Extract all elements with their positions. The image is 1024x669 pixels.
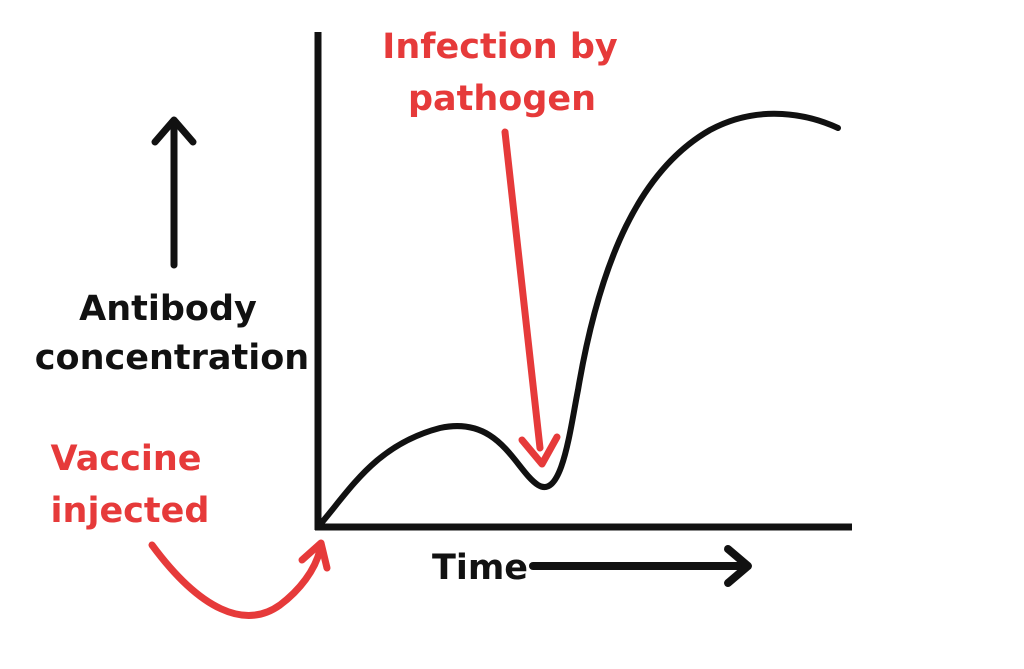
up-arrow-icon bbox=[151, 116, 197, 269]
vaccine-label-line1: Vaccine bbox=[51, 439, 202, 479]
antibody-curve bbox=[315, 110, 841, 530]
x-axis-label: Time bbox=[432, 548, 528, 588]
y-axis-label-line2: concentration bbox=[35, 338, 309, 378]
infection-label-line2: pathogen bbox=[408, 79, 596, 119]
infection-arrow-icon bbox=[501, 128, 561, 468]
right-arrow-icon bbox=[529, 545, 752, 587]
vaccine-arrow-icon bbox=[148, 539, 331, 619]
infection-label-line1: Infection by bbox=[382, 27, 618, 67]
y-axis-label-line1: Antibody bbox=[79, 289, 257, 329]
vaccine-label-line2: injected bbox=[51, 491, 210, 531]
